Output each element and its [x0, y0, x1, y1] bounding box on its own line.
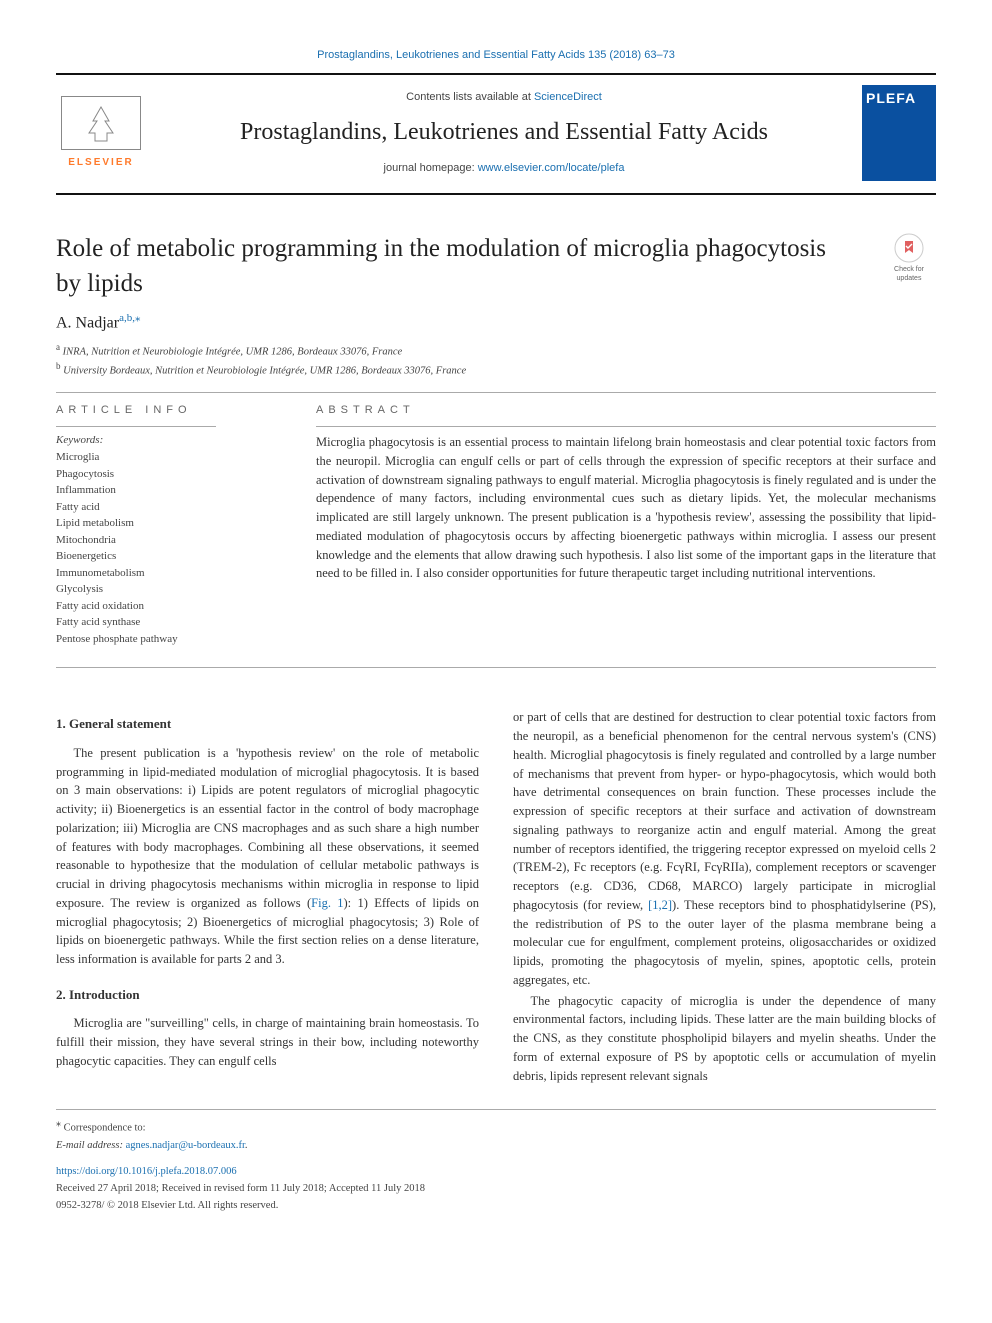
author-line: A. Nadjara,b,⁎ [56, 311, 936, 335]
email-line: E-mail address: agnes.nadjar@u-bordeaux.… [56, 1138, 936, 1155]
keyword: Mitochondria [56, 532, 276, 549]
divider [56, 667, 936, 668]
divider [56, 426, 216, 427]
section-2-heading: 2. Introduction [56, 985, 479, 1005]
journal-homepage-line: journal homepage: www.elsevier.com/locat… [160, 161, 848, 176]
running-header: Prostaglandins, Leukotrienes and Essenti… [56, 48, 936, 63]
author-email-link[interactable]: agnes.nadjar@u-bordeaux.fr [126, 1140, 245, 1151]
divider [56, 392, 936, 393]
abstract-column: ABSTRACT Microglia phagocytosis is an es… [316, 403, 936, 648]
affiliation-b: b University Bordeaux, Nutrition et Neur… [56, 360, 936, 379]
article-footer: https://doi.org/10.1016/j.plefa.2018.07.… [56, 1164, 936, 1214]
author-name: A. Nadjar [56, 315, 119, 332]
article-info-column: ARTICLE INFO Keywords: Microglia Phagocy… [56, 403, 276, 648]
homepage-prefix: journal homepage: [384, 162, 478, 174]
article-body: 1. General statement The present publica… [56, 708, 936, 1085]
article-info-label: ARTICLE INFO [56, 403, 276, 418]
updates-line2: updates [897, 274, 922, 284]
figure-ref-link[interactable]: Fig. 1 [311, 896, 343, 910]
sciencedirect-link[interactable]: ScienceDirect [534, 91, 602, 103]
homepage-link[interactable]: www.elsevier.com/locate/plefa [478, 162, 625, 174]
journal-cover-thumbnail: PLEFA [862, 85, 936, 181]
keyword: Glycolysis [56, 581, 276, 598]
keywords-label: Keywords: [56, 433, 276, 448]
cover-acronym: PLEFA [866, 89, 932, 109]
elsevier-logo: ELSEVIER [56, 85, 146, 181]
footnotes: ⁎ Correspondence to: E-mail address: agn… [56, 1109, 936, 1154]
divider [316, 426, 936, 427]
copyright-line: 0952-3278/ © 2018 Elsevier Ltd. All righ… [56, 1198, 936, 1215]
body-paragraph: Microglia are "surveilling" cells, in ch… [56, 1014, 479, 1070]
page: Prostaglandins, Leukotrienes and Essenti… [0, 0, 992, 1255]
citation-ref-link[interactable]: [1,2] [648, 898, 672, 912]
doi-link[interactable]: https://doi.org/10.1016/j.plefa.2018.07.… [56, 1166, 237, 1177]
elsevier-tree-icon [61, 96, 141, 150]
section-1-heading: 1. General statement [56, 714, 479, 734]
keyword: Fatty acid oxidation [56, 598, 276, 615]
keyword: Microglia [56, 449, 276, 466]
author-affil-markers: a,b,⁎ [119, 312, 140, 324]
affil-text: INRA, Nutrition et Neurobiologie Intégré… [63, 347, 403, 358]
keyword: Fatty acid synthase [56, 614, 276, 631]
email-label: E-mail address: [56, 1140, 126, 1151]
check-updates-badge[interactable]: Check for updates [882, 231, 936, 285]
affil-marker: a [56, 342, 60, 352]
keyword: Pentose phosphate pathway [56, 631, 276, 648]
keyword: Lipid metabolism [56, 515, 276, 532]
body-text: The present publication is a 'hypothesis… [56, 746, 479, 910]
abstract-text: Microglia phagocytosis is an essential p… [316, 433, 936, 583]
affil-marker: b [56, 361, 61, 371]
keyword: Phagocytosis [56, 466, 276, 483]
bookmark-check-icon [894, 233, 924, 263]
abstract-label: ABSTRACT [316, 403, 936, 418]
journal-header-band: ELSEVIER Contents lists available at Sci… [56, 73, 936, 195]
keywords-list: Microglia Phagocytosis Inflammation Fatt… [56, 449, 276, 647]
article-title: Role of metabolic programming in the mod… [56, 231, 936, 301]
elsevier-wordmark: ELSEVIER [68, 152, 133, 170]
body-paragraph: The phagocytic capacity of microglia is … [513, 992, 936, 1086]
email-suffix: . [245, 1140, 248, 1151]
body-text: or part of cells that are destined for d… [513, 710, 936, 912]
contents-prefix: Contents lists available at [406, 91, 534, 103]
keyword: Inflammation [56, 482, 276, 499]
keyword: Bioenergetics [56, 548, 276, 565]
article-meta-row: ARTICLE INFO Keywords: Microglia Phagocy… [56, 403, 936, 662]
citation-link[interactable]: Prostaglandins, Leukotrienes and Essenti… [317, 49, 675, 61]
body-paragraph: or part of cells that are destined for d… [513, 708, 936, 989]
affiliations: a INRA, Nutrition et Neurobiologie Intég… [56, 341, 936, 380]
correspondence-note: ⁎ Correspondence to: [56, 1116, 936, 1137]
keyword: Fatty acid [56, 499, 276, 516]
body-paragraph: The present publication is a 'hypothesis… [56, 744, 479, 969]
journal-title: Prostaglandins, Leukotrienes and Essenti… [160, 116, 848, 150]
affil-text: University Bordeaux, Nutrition et Neurob… [63, 366, 466, 377]
contents-available-line: Contents lists available at ScienceDirec… [160, 90, 848, 105]
journal-title-block: Contents lists available at ScienceDirec… [160, 85, 848, 181]
article-dates: Received 27 April 2018; Received in revi… [56, 1181, 936, 1198]
affiliation-a: a INRA, Nutrition et Neurobiologie Intég… [56, 341, 936, 360]
updates-line1: Check for [894, 265, 924, 275]
correspondence-label: Correspondence to: [64, 1123, 146, 1134]
keyword: Immunometabolism [56, 565, 276, 582]
